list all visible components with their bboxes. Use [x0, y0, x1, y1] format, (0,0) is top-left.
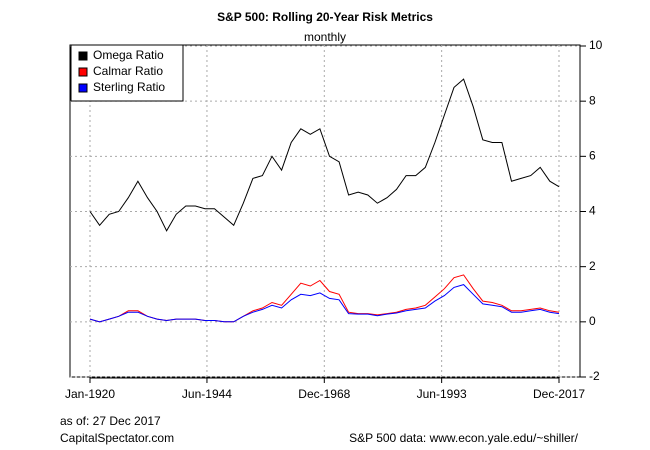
- series-line: [89, 78, 560, 232]
- legend-swatch: [78, 83, 88, 93]
- note: CapitalSpectator.com: [60, 431, 174, 445]
- x-tick-label: Jan-1920: [65, 387, 115, 401]
- legend-label: Sterling Ratio: [93, 80, 165, 94]
- legend-label: Omega Ratio: [93, 48, 164, 62]
- y-tick-label: 4: [589, 204, 596, 218]
- note: S&P 500 data: www.econ.yale.edu/~shiller…: [349, 431, 579, 445]
- legend-swatch: [78, 67, 88, 77]
- y-tick-label: 8: [589, 93, 596, 107]
- series-line: [89, 284, 560, 323]
- x-tick-label: Dec-2017: [533, 387, 585, 401]
- legend-box: [70, 44, 184, 102]
- note: as of: 27 Dec 2017: [60, 414, 161, 428]
- y-tick-label: 0: [589, 314, 596, 328]
- x-tick-label: Jun-1993: [417, 387, 467, 401]
- y-tick-label: 2: [589, 259, 596, 273]
- legend-swatch: [78, 51, 88, 61]
- chart-title: S&P 500: Rolling 20-Year Risk Metrics: [217, 10, 433, 24]
- y-tick-label: 10: [589, 38, 603, 52]
- legend-label: Calmar Ratio: [93, 64, 163, 78]
- y-tick-label: 6: [589, 149, 596, 163]
- chart-subtitle: monthly: [304, 30, 346, 44]
- y-tick-label: -2: [589, 369, 600, 383]
- x-tick-label: Jun-1944: [182, 387, 232, 401]
- x-tick-label: Dec-1968: [298, 387, 350, 401]
